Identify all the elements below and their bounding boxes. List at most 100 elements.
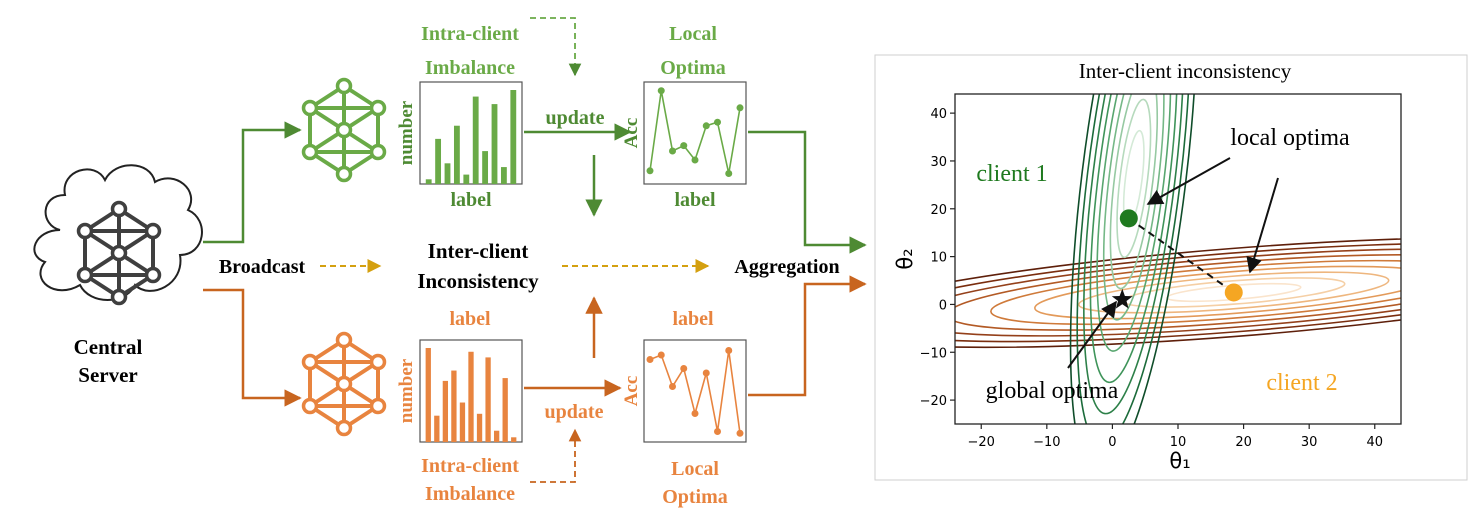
histogram-bar [453,125,460,184]
bottom-acc-xlabel: label [672,308,714,330]
top-acc-frame [643,81,747,185]
network-node [335,419,353,437]
top-update-label: update [546,107,605,129]
y-tick-label: −20 [920,394,947,409]
bottom-histogram [425,348,517,442]
client1-contour [1076,94,1192,424]
network-node [335,331,353,349]
x-tick-label: 10 [1170,435,1187,450]
network-node [369,99,387,117]
client1-contour [1116,98,1152,259]
acc-point [725,347,733,354]
client2-contour [955,242,1401,343]
acc-point [680,365,688,372]
bottom-acc-ylabel: Acc [621,376,642,407]
histogram-bar [472,96,479,184]
histogram-bar [425,179,432,184]
client1-contour [1089,94,1178,384]
optima-dashed-link [1128,217,1235,294]
network-node [301,397,319,415]
histogram-bar [468,351,474,442]
top-hist-xlabel: label [450,189,492,211]
x-tick-label: −10 [1033,435,1060,450]
acc-point [657,351,665,359]
y-tick-label: 20 [930,203,947,218]
top-histogram [425,90,517,184]
histogram-bar [459,402,466,442]
client1-contour [1102,94,1165,321]
client2-contour [955,248,1401,337]
histogram-bar [511,437,517,442]
broadcast-arrow-orange [203,288,302,407]
acc-point [691,156,699,164]
histogram-bar [502,378,508,442]
server-label-2: Server [78,363,137,387]
top-acc-plot [646,87,744,177]
x-tick-label: 0 [1108,435,1116,450]
acc-point [725,170,733,177]
histogram-bar [442,380,449,442]
inter-label-2: Inconsistency [417,269,539,293]
client1-contour [1109,94,1159,290]
network-node [301,353,319,371]
network-node [335,165,353,183]
bottom-imbalance-label-2: Imbalance [425,483,515,505]
acc-point [691,410,699,417]
acc-point [646,167,654,175]
network-node [369,353,387,371]
server-label-1: Central [74,335,143,359]
broadcast-arrow-green [203,121,302,244]
bottom-optima-label-1: Local [671,458,719,480]
y-tick-label: 30 [930,155,947,170]
network-node [369,143,387,161]
y-tick-label: −10 [920,346,947,361]
bottom-hist-ylabel: number [396,358,417,423]
histogram-bar [493,430,500,442]
histogram-bar [482,151,489,184]
top-imbalance-arrow [530,17,582,77]
client2-label: client 2 [1266,370,1337,396]
plot-points [1111,209,1243,309]
network-node [110,288,128,306]
plot-xlabel: θ₁ [1169,449,1190,473]
top-hist-ylabel: number [396,100,417,165]
histogram-bar [510,90,517,184]
client1-local-optimum [1119,209,1138,228]
bottom-optima-label-2: Optima [662,486,728,508]
inter-label-1: Inter-client [428,239,529,263]
network-node [144,222,162,240]
top-acc-ylabel: Acc [621,118,642,149]
y-tick-label: 10 [930,251,947,266]
network-node [144,266,162,284]
plot-ylabel: θ₂ [893,248,917,269]
histogram-bar [500,167,507,184]
client2-local-optimum [1224,283,1243,302]
local-arrow-2 [1246,177,1279,274]
top-imbalance-label-1: Intra-client [421,23,519,45]
top-acc-xlabel: label [674,189,716,211]
top-optima-label-2: Optima [660,57,726,79]
client-network-icon-green [301,77,387,183]
top-imbalance-label-2: Imbalance [425,57,515,79]
acc-point [680,142,688,150]
x-tick-label: 30 [1301,435,1318,450]
bottom-imbalance-label-1: Intra-client [421,455,519,477]
bottom-acc-plot [646,347,744,437]
histogram-bar [476,413,483,442]
client1-label: client 1 [976,161,1047,187]
client2-contour [1078,271,1390,314]
network-node [335,121,353,139]
histogram-bar [485,357,491,442]
y-tick-label: 0 [939,298,947,313]
top-optima-label-1: Local [669,23,717,45]
server-network-icon [76,200,162,306]
network-node [76,222,94,240]
acc-point [714,428,721,435]
network-node [76,266,94,284]
network-node [335,375,353,393]
local-optima-annotation: local optima [1230,125,1350,151]
x-tick-label: 20 [1235,435,1252,450]
client2-contour [1034,265,1401,320]
